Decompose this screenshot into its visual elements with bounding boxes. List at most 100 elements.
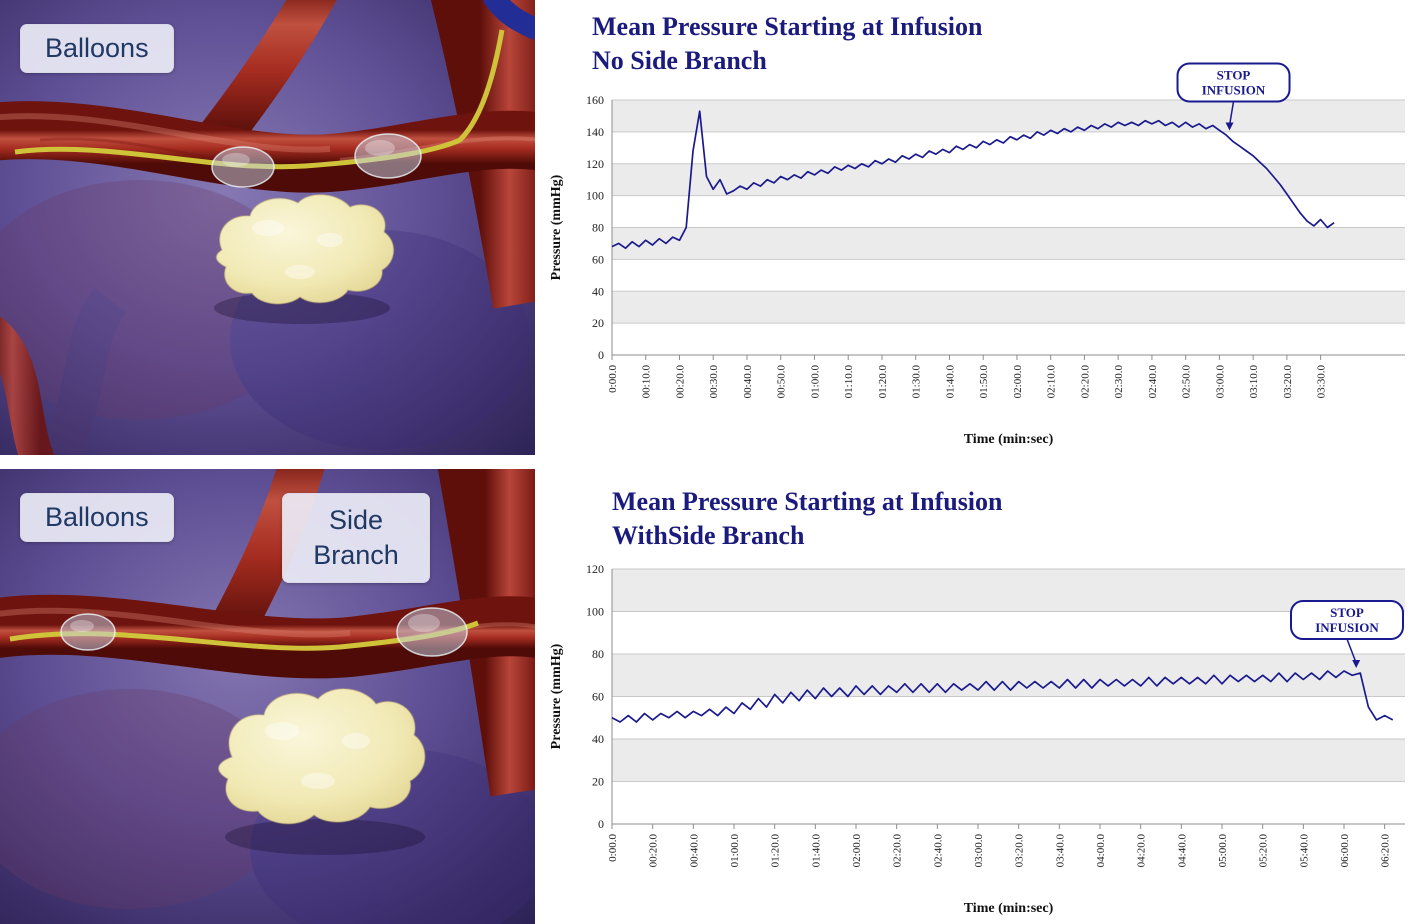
pressure-chart-no-side-branch: 0 20 40 60 80 100 120 140 160 0:00.0 00:10.0 00:20.… (540, 0, 1420, 455)
side-branch-label: Side Branch (282, 493, 430, 584)
svg-text:INFUSION: INFUSION (1202, 82, 1266, 97)
svg-text:00:30.0: 00:30.0 (708, 365, 720, 399)
svg-text:60: 60 (592, 252, 604, 266)
chart-svg: 0 20 40 60 80 100 120 140 160 0:00.0 00:10.0 00:20.… (549, 62, 1405, 447)
svg-text:80: 80 (592, 647, 604, 661)
svg-text:03:40.0: 03:40.0 (1054, 834, 1066, 868)
svg-text:06:00.0: 06:00.0 (1339, 834, 1351, 868)
svg-text:01:40.0: 01:40.0 (944, 365, 956, 399)
svg-text:05:20.0: 05:20.0 (1258, 834, 1270, 868)
svg-text:0:00.0: 0:00.0 (607, 365, 619, 393)
svg-text:01:00.0: 01:00.0 (729, 834, 741, 868)
drug-depot-highlights (252, 220, 343, 279)
drug-depot-shape (218, 688, 426, 825)
svg-text:02:00.0: 02:00.0 (1012, 365, 1024, 399)
balloons-label: Balloons (20, 493, 174, 542)
svg-text:120: 120 (586, 562, 604, 576)
svg-text:02:40.0: 02:40.0 (1147, 365, 1159, 399)
svg-text:00:50.0: 00:50.0 (776, 365, 788, 399)
svg-text:00:40.0: 00:40.0 (688, 834, 700, 868)
svg-text:100: 100 (586, 605, 604, 619)
arrow-down-icon (1352, 660, 1361, 668)
artery-illustration-with-side-branch (0, 469, 535, 924)
drug-depot-highlights (265, 722, 370, 789)
x-axis-title: Time (min:sec) (964, 901, 1054, 916)
svg-text:40: 40 (592, 732, 604, 746)
svg-text:80: 80 (592, 221, 604, 235)
svg-text:03:20.0: 03:20.0 (1282, 365, 1294, 399)
drug-depot-shadow (214, 292, 390, 324)
upper-branch-vessel (197, 0, 337, 156)
svg-text:02:40.0: 02:40.0 (932, 834, 944, 868)
chart-panel-with-side-branch: Mean Pressure Starting at Infusion WithS… (540, 469, 1420, 924)
pressure-line (611, 670, 1394, 723)
svg-text:04:40.0: 04:40.0 (1176, 834, 1188, 868)
chart-title-line1: Mean Pressure Starting at Infusion (592, 12, 983, 41)
pressure-line (611, 110, 1335, 250)
chart-svg: 0 20 40 60 80 100 120 0:00.0 00:20.0 00:40.0 01:00… (549, 562, 1405, 916)
balloon-proximal (211, 146, 275, 188)
balloon-proximal (60, 613, 116, 651)
svg-text:INFUSION: INFUSION (1315, 620, 1379, 635)
svg-text:03:00.0: 03:00.0 (1214, 365, 1226, 399)
svg-text:0: 0 (598, 348, 604, 362)
drug-depot-shape (215, 193, 395, 305)
svg-text:STOP: STOP (1217, 67, 1251, 82)
chart-title-line2: WithSide Branch (612, 520, 805, 550)
svg-text:02:00.0: 02:00.0 (851, 834, 863, 868)
svg-text:0:00.0: 0:00.0 (607, 834, 619, 862)
svg-text:02:20.0: 02:20.0 (1079, 365, 1091, 399)
svg-text:03:30.0: 03:30.0 (1316, 365, 1328, 399)
svg-text:00:20.0: 00:20.0 (648, 834, 660, 868)
svg-text:STOP: STOP (1330, 605, 1364, 620)
artery-illustration-no-side-branch (0, 0, 535, 455)
svg-text:100: 100 (586, 189, 604, 203)
chart-title-line1: Mean Pressure Starting at Infusion (612, 487, 1003, 516)
svg-text:0: 0 (598, 817, 604, 831)
svg-text:140: 140 (586, 125, 604, 139)
svg-text:01:30.0: 01:30.0 (911, 365, 923, 399)
svg-text:01:20.0: 01:20.0 (877, 365, 889, 399)
drug-depot-shadow (225, 819, 425, 855)
svg-text:03:20.0: 03:20.0 (1014, 834, 1026, 868)
balloons-label: Balloons (20, 24, 174, 73)
svg-text:00:20.0: 00:20.0 (674, 365, 686, 399)
y-axis: 0 20 40 60 80 100 120 140 160 (586, 93, 1405, 362)
svg-text:02:50.0: 02:50.0 (1181, 365, 1193, 399)
x-axis: 0:00.0 00:20.0 00:40.0 01:00.0 01:20.0 01:40.… (607, 824, 1392, 867)
svg-text:02:30.0: 02:30.0 (1113, 365, 1125, 399)
plot-bands (612, 569, 1405, 782)
balloon-distal (396, 607, 468, 657)
svg-text:06:20.0: 06:20.0 (1380, 834, 1392, 868)
x-axis-title: Time (min:sec) (964, 432, 1054, 447)
left-vessel-stub (0, 316, 55, 455)
svg-text:01:10.0: 01:10.0 (843, 365, 855, 399)
blue-vein (482, 0, 535, 41)
svg-text:20: 20 (592, 316, 604, 330)
svg-text:05:40.0: 05:40.0 (1298, 834, 1310, 868)
balloon-distal (354, 133, 422, 179)
y-axis-title: Pressure (mmHg) (549, 643, 564, 749)
illustration-panel-no-side-branch: Balloons (0, 0, 535, 455)
svg-text:04:00.0: 04:00.0 (1095, 834, 1107, 868)
chart-title-no-side-branch: Mean Pressure Starting at Infusion No Si… (592, 10, 983, 78)
svg-text:01:00.0: 01:00.0 (809, 365, 821, 399)
y-axis: 0 20 40 60 80 100 120 (586, 562, 1405, 831)
illustration-panel-with-side-branch: Balloons Side Branch (0, 469, 535, 924)
svg-text:60: 60 (592, 690, 604, 704)
svg-text:02:20.0: 02:20.0 (892, 834, 904, 868)
svg-text:03:10.0: 03:10.0 (1248, 365, 1260, 399)
chart-title-line2: No Side Branch (592, 45, 767, 75)
svg-text:40: 40 (592, 284, 604, 298)
svg-text:00:40.0: 00:40.0 (742, 365, 754, 399)
x-axis: 0:00.0 00:10.0 00:20.0 00:30.0 00:40.0 00:50.… (607, 355, 1328, 398)
svg-text:01:20.0: 01:20.0 (770, 834, 782, 868)
arrow-down-icon (1225, 122, 1234, 131)
svg-text:05:00.0: 05:00.0 (1217, 834, 1229, 868)
chart-panel-no-side-branch: Mean Pressure Starting at Infusion No Si… (540, 0, 1420, 455)
chart-title-with-side-branch: Mean Pressure Starting at Infusion WithS… (612, 485, 1003, 553)
svg-text:03:00.0: 03:00.0 (973, 834, 985, 868)
svg-text:04:20.0: 04:20.0 (1136, 834, 1148, 868)
